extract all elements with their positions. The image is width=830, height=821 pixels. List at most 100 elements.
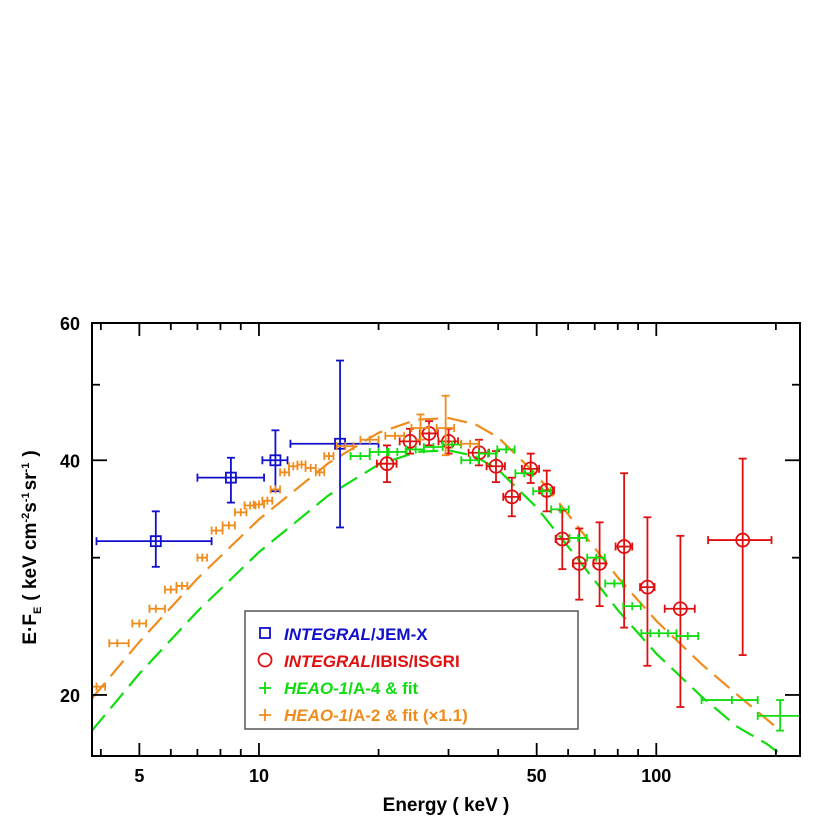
data-point xyxy=(148,604,166,613)
data-point xyxy=(700,696,759,705)
data-point xyxy=(592,521,607,608)
data-point xyxy=(460,439,480,448)
data-point xyxy=(261,429,289,493)
data-point xyxy=(514,469,534,478)
data-point xyxy=(164,585,178,594)
data-points xyxy=(91,359,801,732)
data-point xyxy=(210,526,224,535)
data-point xyxy=(323,452,335,461)
data-point xyxy=(368,447,388,456)
series-1 xyxy=(375,420,773,708)
data-point xyxy=(614,472,634,629)
data-point xyxy=(435,394,456,457)
y-tick-label: 20 xyxy=(60,686,80,706)
data-point xyxy=(571,527,587,601)
legend-entry-a2: HEAO-1/A-2 & fit (×1.1) xyxy=(284,706,468,725)
data-point xyxy=(95,510,213,568)
legend-square-icon xyxy=(259,627,271,639)
data-point xyxy=(359,435,380,444)
y-tick-label: 60 xyxy=(60,314,80,334)
y-axis-label-sub: E xyxy=(32,607,44,614)
legend-entry-a2-italic: HEAO-1 xyxy=(284,706,348,725)
legend-entry-jemx: INTEGRAL/JEM-X xyxy=(284,625,428,644)
data-point xyxy=(384,431,406,440)
axis-ticks xyxy=(92,322,800,756)
legend-entry-jemx-rest: /JEM-X xyxy=(371,625,428,644)
data-point xyxy=(422,442,444,451)
legend-entry-isgri: INTEGRAL/IBIS/ISGRI xyxy=(284,652,460,671)
x-tick-label: 50 xyxy=(527,766,547,786)
data-point xyxy=(269,485,281,494)
legend-box xyxy=(244,610,579,730)
data-point xyxy=(243,501,257,510)
series-2 xyxy=(349,440,801,732)
square-marker xyxy=(269,454,282,467)
circle-marker xyxy=(488,458,504,474)
data-point xyxy=(296,460,307,469)
circle-marker xyxy=(504,489,520,505)
circle-marker xyxy=(539,482,555,498)
legend-entry-a4-italic: HEAO-1 xyxy=(284,679,348,698)
data-point xyxy=(586,553,606,562)
legend-entry-isgri-italic: INTEGRAL xyxy=(284,652,371,671)
y-axis-label-units: ( keV cm xyxy=(20,523,41,601)
data-point xyxy=(108,639,130,648)
data-point xyxy=(349,452,371,461)
data-point xyxy=(398,427,421,455)
legend-circle-icon xyxy=(257,652,273,668)
data-point xyxy=(658,629,678,638)
y-axis-label: E·FE( keV cm-2s-1sr-1) xyxy=(20,450,44,644)
circle-marker xyxy=(672,601,688,617)
y-tick-label: 40 xyxy=(60,451,80,471)
data-point xyxy=(304,463,317,472)
data-point xyxy=(261,496,274,505)
y-axis-label-end: ) xyxy=(20,450,41,456)
y-axis-label-main: E·F xyxy=(20,614,41,645)
data-point xyxy=(196,553,208,562)
legend: INTEGRAL/JEM-X INTEGRAL/IBIS/ISGRI HEAO-… xyxy=(244,610,579,730)
data-point xyxy=(604,579,624,588)
data-point xyxy=(131,619,148,628)
data-point xyxy=(663,534,696,708)
data-point xyxy=(640,629,660,638)
data-point xyxy=(639,516,656,667)
data-point xyxy=(221,521,236,530)
legend-symbols xyxy=(257,627,273,721)
data-point xyxy=(437,427,459,455)
data-point xyxy=(707,457,773,656)
data-point xyxy=(175,581,189,590)
data-point xyxy=(196,456,265,504)
data-point xyxy=(335,442,355,451)
data-point xyxy=(460,456,480,465)
plot-frame xyxy=(91,322,801,757)
data-point xyxy=(410,413,430,441)
y-axis-label-sup1: -2 xyxy=(20,513,32,523)
legend-entry-a4-rest: /A-4 & fit xyxy=(348,679,418,698)
data-point xyxy=(554,509,570,571)
data-point xyxy=(756,699,801,732)
legend-entry-a2-rest: /A-2 & fit (×1.1) xyxy=(348,706,468,725)
data-point xyxy=(521,452,540,484)
circle-marker xyxy=(640,579,655,595)
fit-curve-1 xyxy=(92,416,781,732)
data-point xyxy=(675,632,700,641)
data-point xyxy=(234,508,248,517)
axis-tick-labels: 5 10 50 100 20 40 60 xyxy=(60,314,671,786)
data-point xyxy=(532,487,552,496)
circle-marker xyxy=(523,461,539,477)
data-point xyxy=(314,468,326,477)
data-point xyxy=(289,359,380,529)
series-3 xyxy=(91,394,480,691)
circle-marker xyxy=(735,532,751,548)
square-marker xyxy=(149,535,162,548)
data-point xyxy=(496,445,516,454)
y-axis-label-sup3: -1 xyxy=(20,463,32,473)
data-point xyxy=(568,533,588,542)
data-point xyxy=(622,602,642,611)
y-axis-label-sr: sr xyxy=(20,472,41,491)
data-point xyxy=(252,500,265,509)
circle-marker xyxy=(571,555,587,571)
series-0 xyxy=(95,359,380,568)
data-point xyxy=(279,468,290,477)
